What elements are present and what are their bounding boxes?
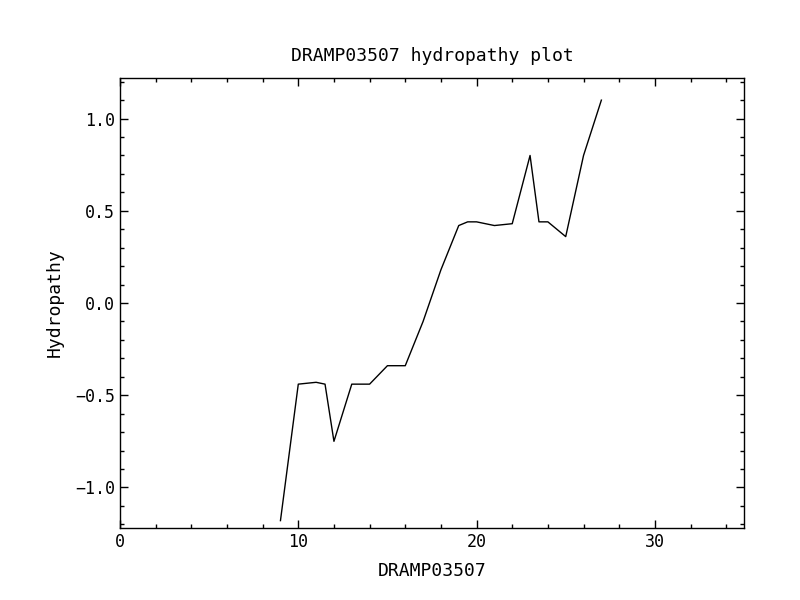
X-axis label: DRAMP03507: DRAMP03507 [378,562,486,580]
Title: DRAMP03507 hydropathy plot: DRAMP03507 hydropathy plot [290,47,574,65]
Y-axis label: Hydropathy: Hydropathy [46,248,64,358]
